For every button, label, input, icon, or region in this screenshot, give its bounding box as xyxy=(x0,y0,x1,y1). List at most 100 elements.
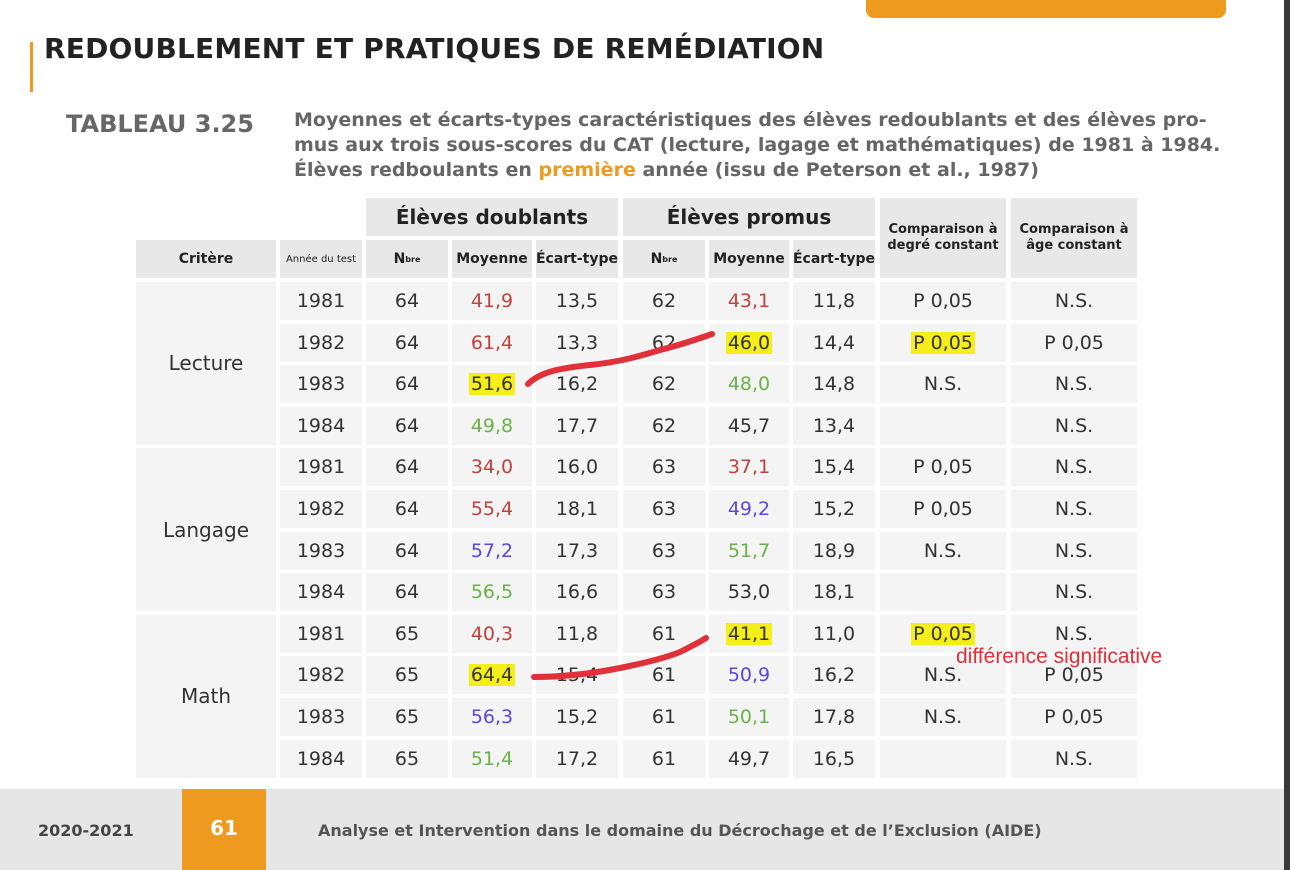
cell-value: 56,3 xyxy=(470,706,514,728)
cell-value: 49,2 xyxy=(727,498,771,520)
cell-n2: 62 xyxy=(623,282,705,320)
annotation-text: différence significative xyxy=(956,645,1163,668)
cell-year: 1983 xyxy=(280,698,362,736)
cell-value: 53,0 xyxy=(727,581,771,604)
cell-s1: 18,1 xyxy=(536,490,618,528)
cell-value: 17,2 xyxy=(555,747,599,770)
cell-m1: 49,8 xyxy=(452,406,532,445)
cell-value: 16,2 xyxy=(555,373,599,396)
cell-c2: P 0,05 xyxy=(1011,656,1137,695)
cell-s1: 16,2 xyxy=(536,365,618,404)
cell-value: P 0,05 xyxy=(1044,331,1104,354)
cell-value: 43,1 xyxy=(727,290,771,312)
cell-value: 61 xyxy=(651,664,677,687)
cell-value: N.S. xyxy=(1054,456,1094,479)
cell-year: 1984 xyxy=(280,573,362,612)
cell-value: 1981 xyxy=(296,456,346,479)
cell-n1: 64 xyxy=(366,573,448,612)
cell-value: N.S. xyxy=(1054,539,1094,562)
cell-value: 51,4 xyxy=(470,747,514,770)
footer-year: 2020-2021 xyxy=(38,821,134,840)
footer-title: Analyse et Intervention dans le domaine … xyxy=(318,821,1042,840)
cell-year: 1983 xyxy=(280,365,362,404)
cell-value: 1983 xyxy=(296,539,346,562)
cell-value: 14,8 xyxy=(812,373,856,396)
cell-m2: 51,7 xyxy=(709,531,789,570)
table-caption: Moyennes et écarts-types caractéristique… xyxy=(294,108,1244,183)
cell-value: 50,9 xyxy=(727,664,771,687)
cell-c1: P 0,05 xyxy=(880,490,1006,528)
cell-n1: 64 xyxy=(366,365,448,404)
cell-value: 41,1 xyxy=(725,622,773,645)
header-annee: Année du test xyxy=(280,240,362,278)
cell-c1 xyxy=(880,406,1006,445)
cell-value: 1984 xyxy=(296,581,346,604)
cell-m1: 57,2 xyxy=(452,531,532,570)
header-critere: Critère xyxy=(136,240,276,278)
header-comparison-degree: Comparaison à degré constant xyxy=(880,198,1006,278)
table-number: TABLEAU 3.25 xyxy=(66,110,254,138)
cell-n1: 65 xyxy=(366,656,448,695)
cell-n1: 64 xyxy=(366,531,448,570)
cell-value: 37,1 xyxy=(727,456,771,479)
cell-m2: 53,0 xyxy=(709,573,789,612)
cell-value: 15,4 xyxy=(812,456,856,479)
cell-c2: N.S. xyxy=(1011,282,1137,320)
cell-s2: 14,8 xyxy=(793,365,875,404)
cell-c2: N.S. xyxy=(1011,739,1137,778)
cell-year: 1981 xyxy=(280,448,362,487)
cell-value: 1982 xyxy=(296,664,346,687)
cell-value: 61 xyxy=(651,706,677,728)
cell-value: 64 xyxy=(394,290,420,312)
cell-n1: 64 xyxy=(366,406,448,445)
cell-s1: 15,2 xyxy=(536,698,618,736)
top-accent-tab xyxy=(866,0,1226,18)
cell-s1: 16,0 xyxy=(536,448,618,487)
cell-value: N.S. xyxy=(1054,373,1094,396)
cell-value: 1983 xyxy=(296,706,346,728)
section-label: Langage xyxy=(136,448,276,612)
cell-year: 1982 xyxy=(280,323,362,362)
cell-c2: N.S. xyxy=(1011,573,1137,612)
cell-value: 63 xyxy=(651,456,677,479)
cell-year: 1982 xyxy=(280,656,362,695)
cell-c2: P 0,05 xyxy=(1011,698,1137,736)
cell-m2: 43,1 xyxy=(709,282,789,320)
cell-value: 11,0 xyxy=(812,622,856,645)
cell-value: 64 xyxy=(394,414,420,437)
cell-value: P 0,05 xyxy=(1044,664,1104,687)
cell-n2: 62 xyxy=(623,365,705,404)
title-accent-bar xyxy=(30,42,33,92)
cell-n2: 63 xyxy=(623,573,705,612)
cell-c1: P 0,05 xyxy=(880,448,1006,487)
n-label: N xyxy=(393,251,406,267)
cell-year: 1983 xyxy=(280,531,362,570)
page-title: REDOUBLEMENT ET PRATIQUES DE REMÉDIATION xyxy=(44,32,825,65)
cell-m2: 37,1 xyxy=(709,448,789,487)
cell-value: 51,6 xyxy=(468,373,516,396)
cell-value: N.S. xyxy=(1054,290,1094,312)
cell-m1: 56,3 xyxy=(452,698,532,736)
n-label: N xyxy=(650,251,663,267)
cell-s1: 17,2 xyxy=(536,739,618,778)
cell-n1: 65 xyxy=(366,739,448,778)
cell-year: 1984 xyxy=(280,406,362,445)
cell-value: 64 xyxy=(394,539,420,562)
cell-m1: 51,4 xyxy=(452,739,532,778)
cell-value: 62 xyxy=(651,373,677,396)
cell-value: 61 xyxy=(651,622,677,645)
cell-value: 18,1 xyxy=(812,581,856,604)
cell-value: 11,8 xyxy=(555,622,599,645)
cell-s2: 18,9 xyxy=(793,531,875,570)
cell-c1: N.S. xyxy=(880,531,1006,570)
cell-n2: 61 xyxy=(623,614,705,653)
cell-value: 15,2 xyxy=(812,498,856,520)
cell-c2: P 0,05 xyxy=(1011,323,1137,362)
cell-value: 16,0 xyxy=(555,456,599,479)
header-group-doublants: Élèves doublants xyxy=(366,198,618,236)
cell-s1: 17,7 xyxy=(536,406,618,445)
cell-value: 17,7 xyxy=(555,414,599,437)
cell-value: 1981 xyxy=(296,290,346,312)
cell-n2: 63 xyxy=(623,531,705,570)
